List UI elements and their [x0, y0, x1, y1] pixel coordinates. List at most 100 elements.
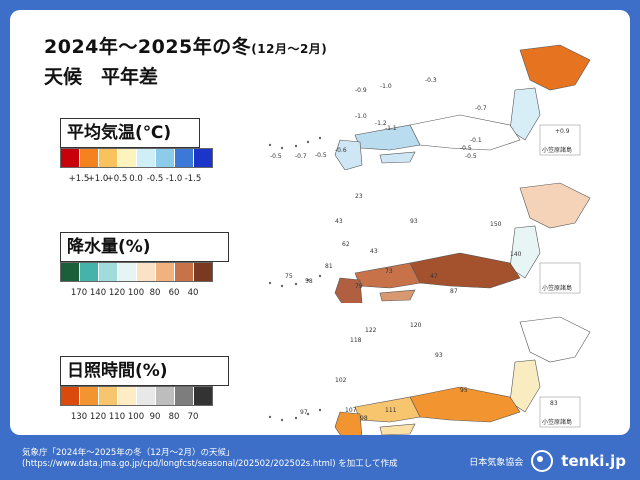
precipitation-swatches — [60, 262, 213, 282]
sunshine-label: 90 — [149, 412, 161, 422]
precipitation-value-label: 58 — [305, 278, 313, 285]
source-credit: 気象庁「2024年～2025年の冬（12月～2月）の天候」 (https://w… — [22, 448, 398, 470]
sunshine-label: 100 — [127, 412, 145, 422]
temperature-swatch — [156, 149, 174, 167]
temperature-swatch — [194, 149, 212, 167]
temperature-value-label: -1.2 — [375, 120, 387, 127]
temperature-value-label: -0.5 — [315, 152, 327, 159]
temperature-region — [409, 114, 521, 151]
precipitation-value-label: 62 — [342, 241, 350, 248]
precipitation-ogasawara-box — [539, 262, 581, 294]
temperature-legend: 平均気温(℃) +1.5 +1.0 +0.5 0.0 -0.5 -1.0 -1.5 — [60, 118, 213, 188]
precipitation-swatch — [175, 263, 193, 281]
temperature-value-label: -1.0 — [380, 83, 392, 90]
temperature-island — [268, 143, 272, 147]
sunshine-value-label: 120 — [410, 322, 422, 329]
precipitation-region — [354, 262, 421, 289]
temperature-swatch — [175, 149, 193, 167]
precipitation-swatch — [99, 263, 117, 281]
sunshine-label: 110 — [108, 412, 126, 422]
precipitation-swatch — [61, 263, 79, 281]
temperature-region — [379, 151, 416, 164]
sunshine-label: 120 — [89, 412, 107, 422]
temperature-label: 0.0 — [129, 174, 143, 184]
temperature-island — [306, 140, 310, 144]
sunshine-island — [294, 416, 298, 420]
sunshine-label: 80 — [168, 412, 180, 422]
sunshine-value-label: 111 — [385, 407, 397, 414]
precipitation-value-label: 93 — [410, 218, 418, 225]
sunshine-value-label: 107 — [345, 407, 357, 414]
precipitation-value-label: 75 — [285, 273, 293, 280]
temperature-ogasawara-box — [539, 124, 581, 156]
temperature-swatch — [118, 149, 136, 167]
brand-logo-text: tenki.jp — [561, 452, 626, 470]
sunshine-value-label: 97 — [300, 409, 308, 416]
sunshine-island — [268, 415, 272, 419]
precipitation-value-label: 140 — [510, 251, 522, 258]
precipitation-labels: 170 140 120 100 80 60 40 — [60, 288, 229, 302]
temperature-value-label: -0.7 — [475, 105, 487, 112]
sunshine-ogasawara-box — [539, 396, 581, 428]
sunshine-ogasawara-label: 小笠原諸島 — [542, 418, 572, 426]
temperature-label: +1.5 — [68, 174, 90, 184]
precipitation-value-label: 43 — [370, 248, 378, 255]
temperature-island — [280, 146, 284, 150]
sunshine-region — [379, 423, 416, 435]
sunshine-map: 122 120 118 93 102 107 97 111 98 95 83 小笠原諸島 — [268, 316, 591, 435]
tenki-logo-icon — [531, 450, 554, 472]
temperature-island — [318, 136, 322, 140]
precipitation-map: 23 93 150 43 62 47 73 75 58 79 140 81 87 43 小笠原諸島 — [268, 182, 591, 303]
temperature-value-label: -0.6 — [335, 147, 347, 154]
temperature-value-label: -1.1 — [385, 125, 397, 132]
temperature-swatch — [80, 149, 98, 167]
precipitation-island — [280, 284, 284, 288]
sunshine-swatch — [80, 387, 98, 405]
source-line-2: (https://www.data.jma.go.jp/cpd/longfcst… — [22, 459, 398, 469]
precipitation-value-label: 23 — [355, 193, 363, 200]
temperature-value-label: -0.5 — [465, 153, 477, 160]
sunshine-region — [519, 316, 591, 363]
temperature-legend-title: 平均気温(℃) — [60, 118, 200, 148]
precipitation-legend: 降水量(%) 170 140 120 100 80 60 40 — [60, 232, 229, 302]
temperature-swatch — [61, 149, 79, 167]
precipitation-legend-title: 降水量(%) — [60, 232, 229, 262]
sunshine-label: 130 — [70, 412, 88, 422]
temperature-value-label: +0.9 — [555, 128, 570, 135]
temperature-swatch — [99, 149, 117, 167]
precipitation-swatch — [118, 263, 136, 281]
sunshine-swatch — [156, 387, 174, 405]
sunshine-swatch — [194, 387, 212, 405]
precipitation-swatch — [194, 263, 212, 281]
sunshine-value-label: 98 — [360, 415, 368, 422]
sunshine-value-label: 83 — [550, 400, 558, 407]
temperature-map: -1.0-0.3-0.7-0.9-1.2-1.1-1.0-0.5 -0.5-0.7… — [268, 44, 591, 170]
sunshine-label: 70 — [187, 412, 199, 422]
precipitation-label: 100 — [127, 288, 145, 298]
source-line-1: 気象庁「2024年～2025年の冬（12月～2月）の天候」 — [22, 448, 235, 458]
precipitation-label: 170 — [70, 288, 88, 298]
sunshine-swatch — [61, 387, 79, 405]
precipitation-region — [509, 225, 541, 279]
precipitation-swatch — [156, 263, 174, 281]
temperature-label: +1.0 — [87, 174, 109, 184]
brand-org: 日本気象協会 — [469, 457, 524, 468]
precipitation-value-label: 73 — [385, 268, 393, 275]
precipitation-island — [306, 278, 310, 282]
title-period: (12月～2月) — [251, 42, 328, 56]
precipitation-value-label: 81 — [325, 263, 333, 270]
temperature-island — [294, 144, 298, 148]
sunshine-swatch — [99, 387, 117, 405]
temperature-labels: +1.5 +1.0 +0.5 0.0 -0.5 -1.0 -1.5 — [60, 174, 213, 188]
temperature-label: +0.5 — [106, 174, 128, 184]
sunshine-region — [334, 411, 363, 435]
sunshine-value-label: 102 — [335, 377, 347, 384]
temperature-region — [519, 44, 591, 91]
precipitation-swatch — [80, 263, 98, 281]
precipitation-value-label: 43 — [335, 218, 343, 225]
precipitation-label: 140 — [89, 288, 107, 298]
precipitation-island — [294, 282, 298, 286]
precipitation-island — [318, 274, 322, 278]
temperature-region — [334, 139, 363, 170]
precipitation-label: 60 — [168, 288, 180, 298]
